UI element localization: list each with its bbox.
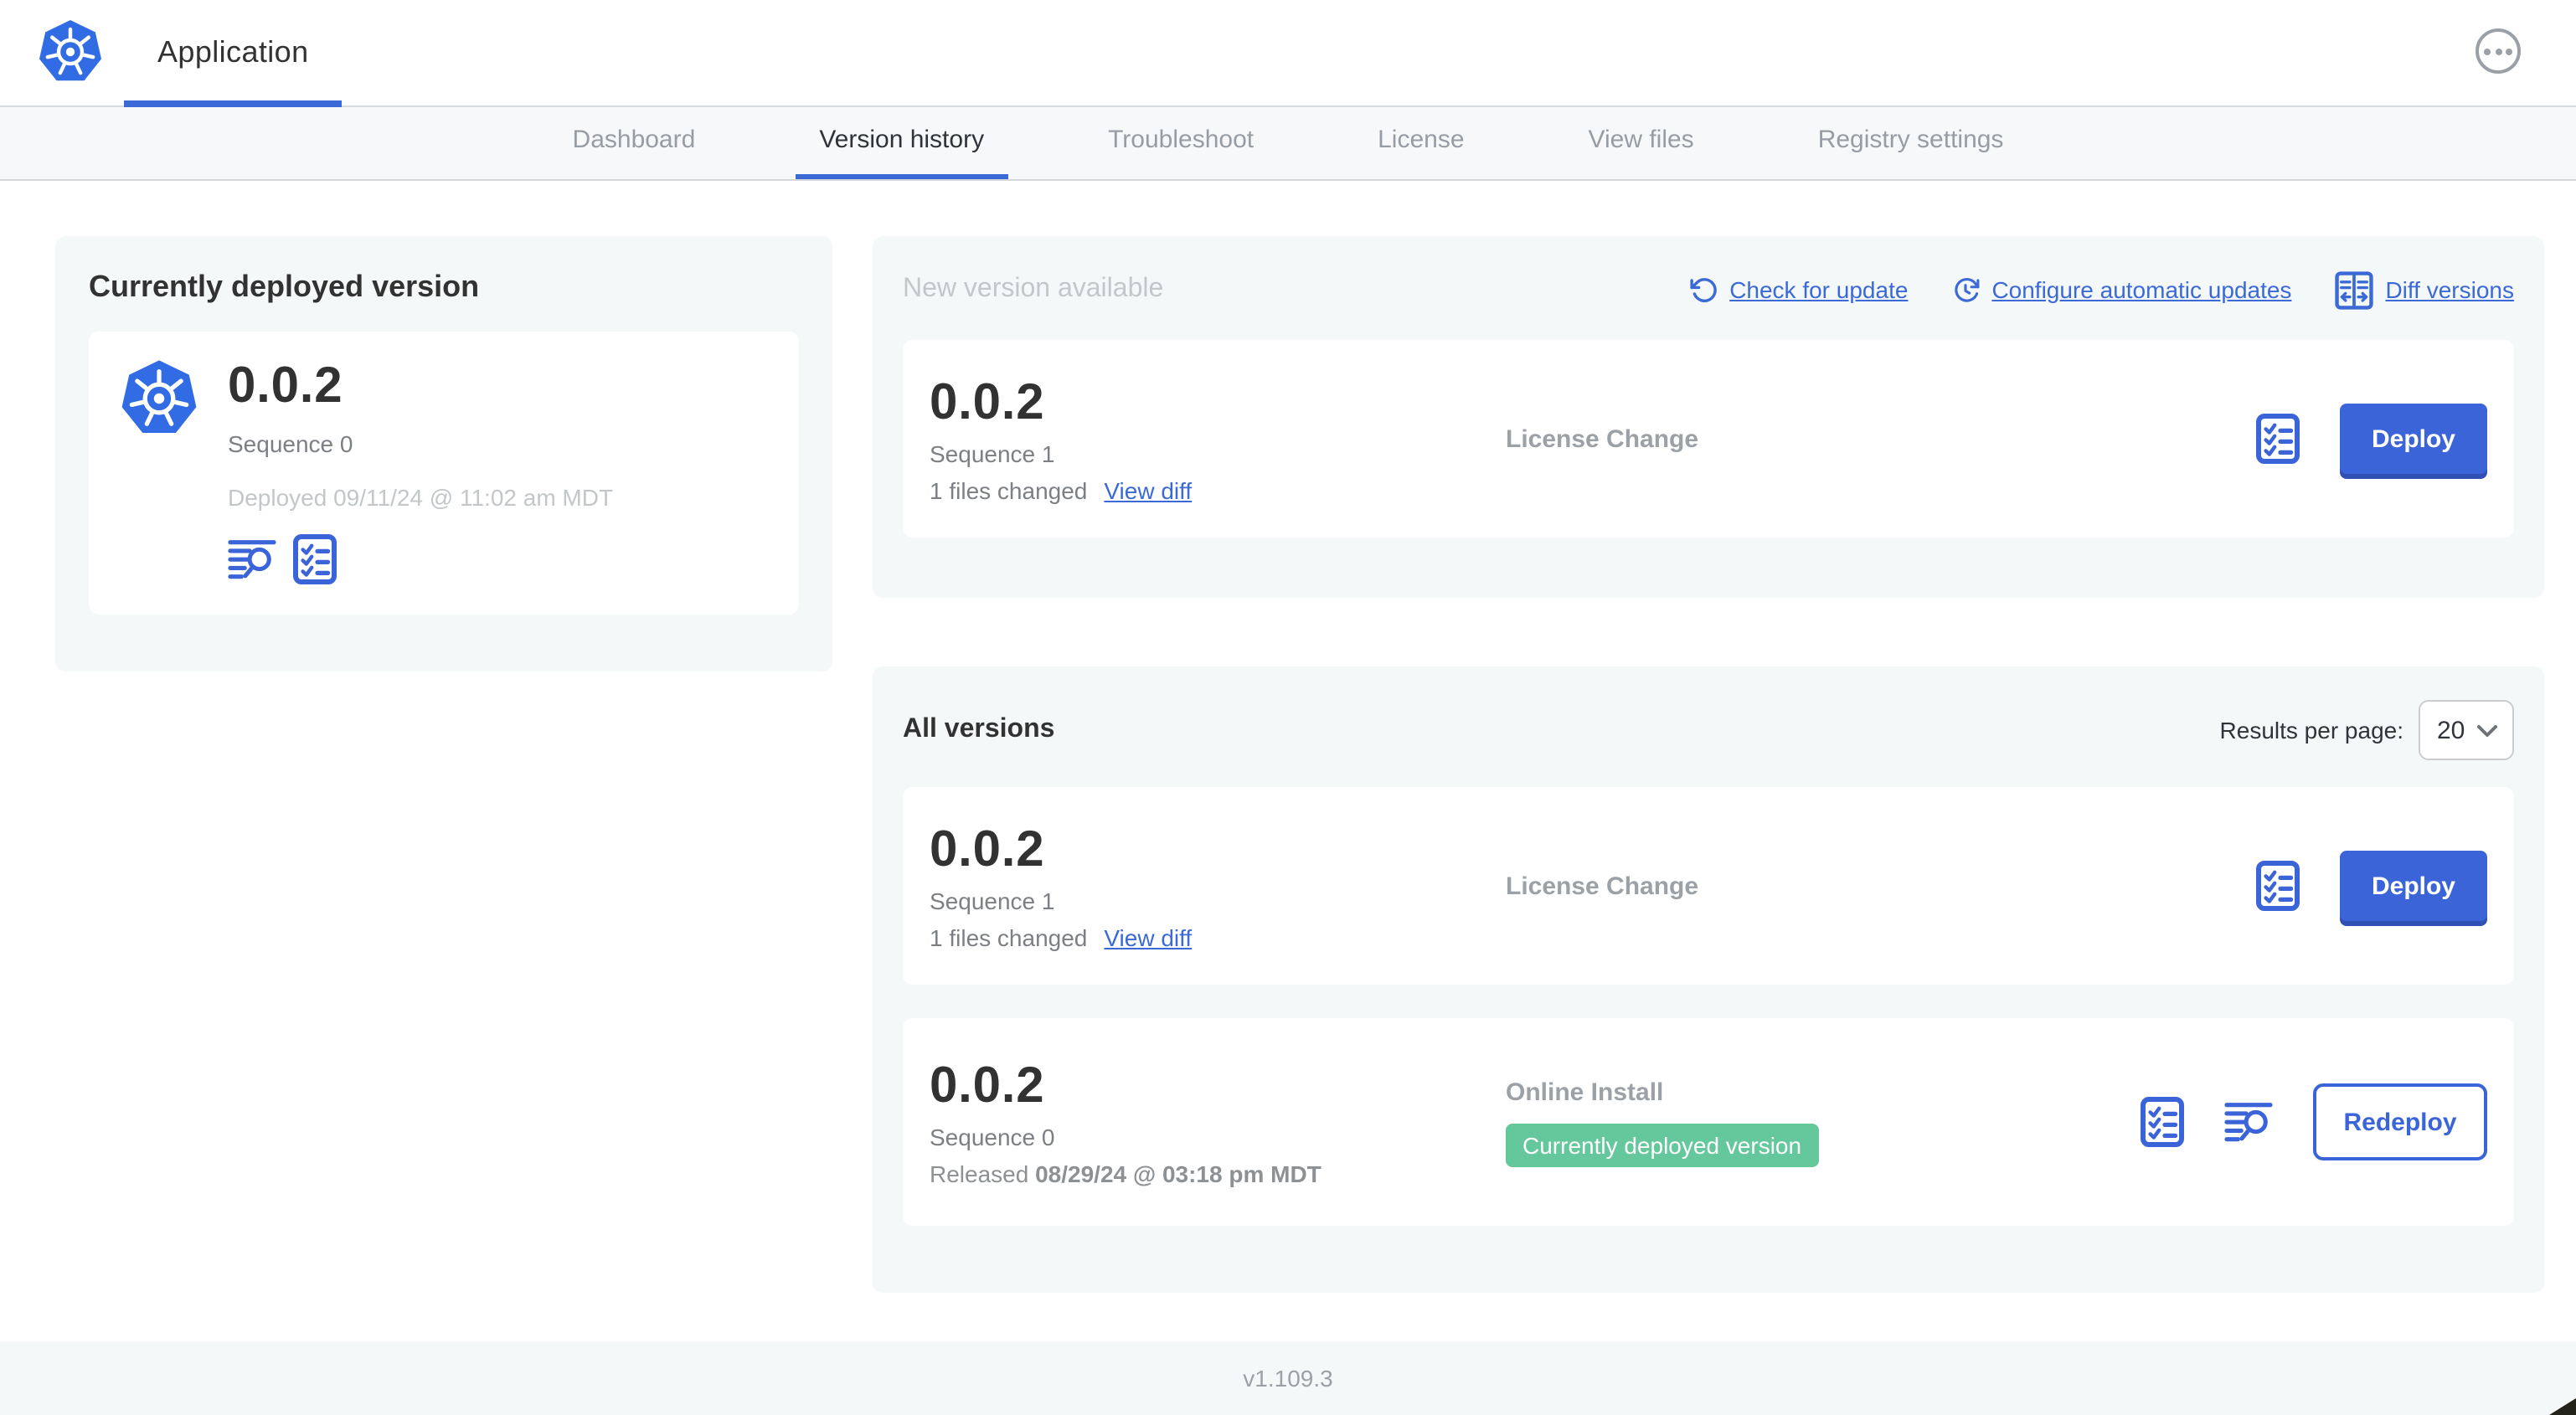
kubernetes-logo-icon <box>37 18 104 85</box>
schedule-update-icon <box>1951 275 1980 304</box>
tab-version-history[interactable]: Version history <box>796 107 1008 179</box>
logs-icon[interactable] <box>2224 1100 2273 1144</box>
files-changed: 1 files changed <box>930 924 1088 950</box>
currently-deployed-badge: Currently deployed version <box>1506 1123 1819 1166</box>
version-source: License Change <box>1506 424 1699 453</box>
version-sequence: Sequence 1 <box>930 440 1055 466</box>
version-source: License Change <box>1506 872 1699 900</box>
results-per-page-label: Results per page: <box>2219 717 2403 744</box>
version-row: 0.0.2 Sequence 0 Released 08/29/24 @ 03:… <box>903 1018 2514 1226</box>
deployed-version-card: 0.0.2 Sequence 0 Deployed 09/11/24 @ 11:… <box>89 332 799 615</box>
deploy-button[interactable]: Deploy <box>2340 851 2487 921</box>
kubernetes-app-icon <box>119 358 199 584</box>
checklist-icon[interactable] <box>2141 1097 2184 1147</box>
view-diff-link[interactable]: View diff <box>1104 476 1193 503</box>
main-content: Currently deployed version 0.0.2 Sequenc… <box>0 181 2576 1341</box>
files-changed: 1 files changed <box>930 476 1088 503</box>
results-per-page-select[interactable]: 20 <box>2419 700 2514 760</box>
tab-view-files[interactable]: View files <box>1588 126 1694 154</box>
app-tab[interactable]: Application <box>124 0 343 107</box>
app-title: Application <box>157 35 309 69</box>
version-number: 0.0.2 <box>930 821 1045 877</box>
deployed-sequence: Sequence 0 <box>228 430 353 457</box>
version-sequence: Sequence 1 <box>930 887 1055 913</box>
more-options-button[interactable] <box>2476 28 2521 74</box>
version-sequence: Sequence 0 <box>930 1123 1055 1150</box>
chevron-down-icon <box>2476 719 2499 741</box>
check-for-update-link[interactable]: Check for update <box>1689 275 1908 304</box>
deployed-version-number: 0.0.2 <box>228 358 343 414</box>
version-number: 0.0.2 <box>930 1057 1045 1113</box>
version-source: Online Install <box>1506 1078 1664 1106</box>
checklist-icon[interactable] <box>293 534 337 584</box>
tab-license[interactable]: License <box>1378 126 1465 154</box>
checklist-icon[interactable] <box>2256 861 2300 911</box>
currently-deployed-heading: Currently deployed version <box>89 270 480 303</box>
section-nav: Dashboard Version history Troubleshoot L… <box>0 107 2576 181</box>
version-number: 0.0.2 <box>930 374 1045 430</box>
currently-deployed-panel: Currently deployed version 0.0.2 Sequenc… <box>55 236 832 671</box>
footer: v1.109.3 <box>0 1341 2576 1415</box>
new-version-panel: New version available Check for update C… <box>873 236 2544 598</box>
app-tab-active-indicator <box>124 100 343 107</box>
deploy-button[interactable]: Deploy <box>2340 404 2487 474</box>
deployed-timestamp: Deployed 09/11/24 @ 11:02 am MDT <box>228 484 614 511</box>
all-versions-panel: All versions Results per page: 20 0.0.2 … <box>873 666 2544 1293</box>
checklist-icon[interactable] <box>2256 414 2300 464</box>
new-version-heading: New version available <box>903 275 1164 303</box>
version-row: 0.0.2 Sequence 1 1 files changed View di… <box>903 787 2514 985</box>
configure-automatic-updates-link[interactable]: Configure automatic updates <box>1951 275 2291 304</box>
released-timestamp: Released 08/29/24 @ 03:18 pm MDT <box>930 1160 1321 1186</box>
tab-troubleshoot[interactable]: Troubleshoot <box>1108 126 1255 154</box>
console-version: v1.109.3 <box>1243 1365 1333 1392</box>
refresh-icon <box>1689 275 1718 304</box>
diff-icon <box>2335 270 2373 309</box>
diff-versions-link[interactable]: Diff versions <box>2335 270 2514 309</box>
ellipsis-icon <box>2484 48 2491 54</box>
all-versions-heading: All versions <box>903 715 1055 744</box>
tab-dashboard[interactable]: Dashboard <box>572 126 696 154</box>
tab-registry-settings[interactable]: Registry settings <box>1817 126 2004 154</box>
redeploy-button[interactable]: Redeploy <box>2313 1083 2487 1160</box>
top-bar: Application <box>0 0 2576 107</box>
new-version-card: 0.0.2 Sequence 1 1 files changed View di… <box>903 340 2514 538</box>
logs-icon[interactable] <box>228 538 276 581</box>
view-diff-link[interactable]: View diff <box>1104 924 1193 950</box>
